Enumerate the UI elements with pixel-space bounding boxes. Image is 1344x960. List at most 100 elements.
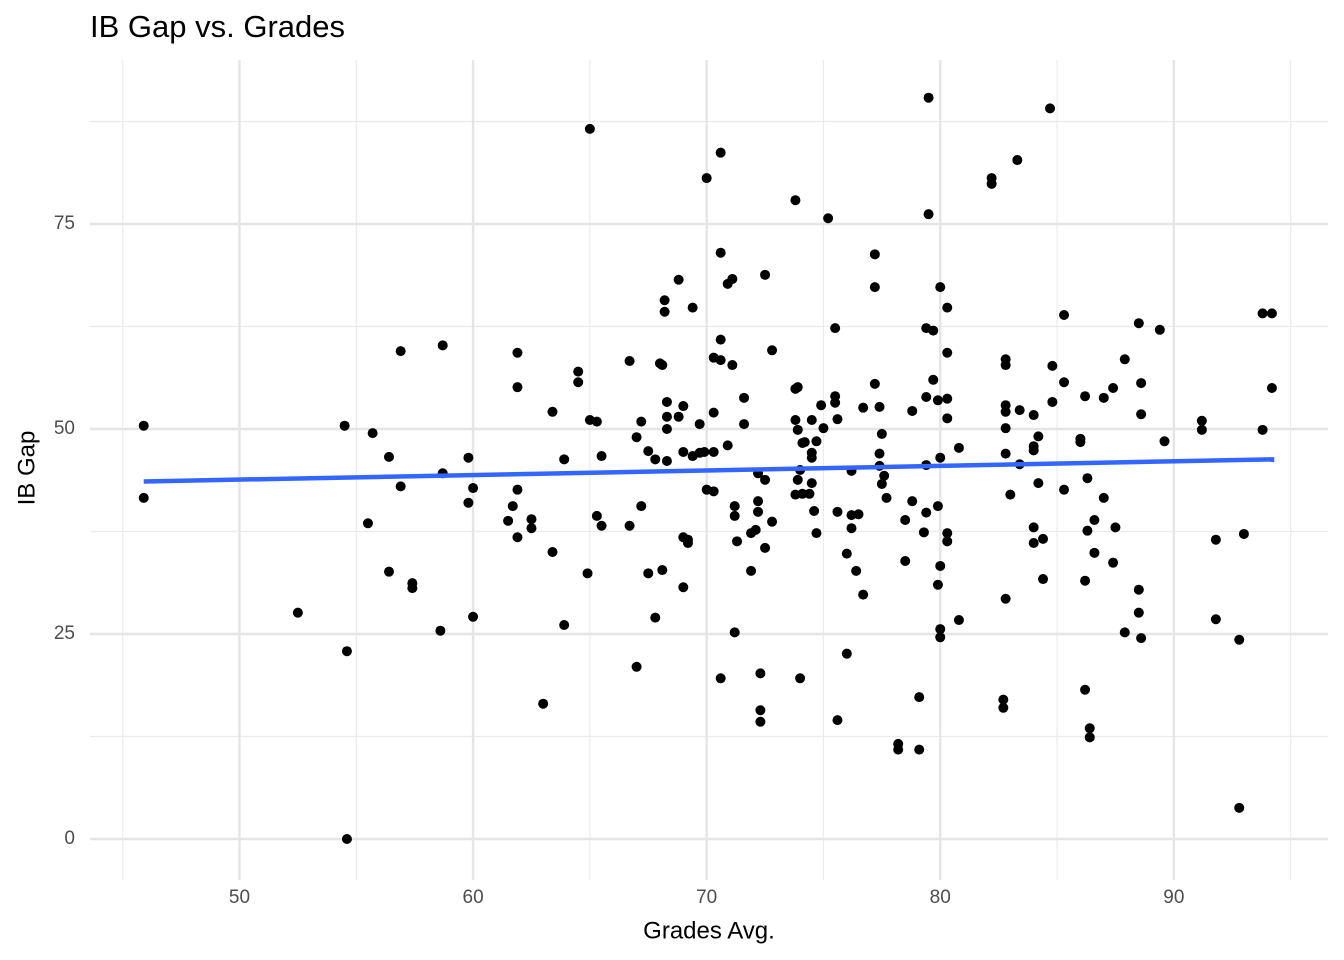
x-tick-label: 60 [463,887,484,908]
point [986,178,997,189]
point [942,347,953,358]
point [715,334,726,345]
point [907,405,918,416]
point [806,478,817,489]
point [727,360,738,371]
point [631,661,642,672]
x-tick-label: 70 [696,887,717,908]
point [673,274,684,285]
point [907,496,918,507]
x-tick-label: 50 [229,887,250,908]
point [1084,732,1095,743]
point [1080,391,1091,402]
point [797,488,808,499]
point [1108,383,1119,393]
point [755,668,766,679]
point [383,451,394,462]
point [657,360,668,371]
point [512,382,523,393]
point [790,195,801,206]
point [900,556,911,567]
point [694,419,705,430]
point [1082,473,1093,484]
point [998,694,1009,705]
point [841,648,852,659]
point [1238,528,1249,539]
point [1196,424,1207,435]
point [661,411,672,422]
point [1196,415,1207,426]
point [715,147,726,158]
point [942,528,953,539]
point [753,506,764,517]
point [512,532,523,543]
point [650,612,661,623]
point [790,414,801,425]
point [1136,409,1147,420]
point [755,705,766,716]
point [661,396,672,407]
point [678,401,689,412]
point [1210,614,1221,625]
point [942,413,953,424]
point [729,510,740,521]
point [631,432,642,443]
point [750,524,761,535]
point [468,611,479,622]
point [727,273,738,284]
point [526,514,537,525]
point [942,536,953,547]
point [1257,308,1268,319]
point [755,716,766,727]
point [914,744,925,755]
point [538,698,549,709]
trend-line [143,457,1275,484]
point [832,715,843,726]
point [661,455,672,466]
point [869,378,880,389]
point [809,506,820,516]
point [512,347,523,358]
point [512,484,523,495]
point [591,510,602,521]
point [341,834,352,844]
point [1108,557,1119,568]
point [678,582,689,593]
point [767,345,778,356]
point [932,395,943,406]
point [1000,593,1011,604]
point [1266,308,1277,319]
point [1082,525,1093,536]
point [851,565,862,576]
point [846,523,857,534]
point [818,423,829,434]
point [138,420,149,431]
point [1038,574,1049,585]
point [760,474,771,485]
point [928,374,939,385]
point [1028,445,1039,456]
point [1059,310,1070,321]
x-tick-label: 80 [930,887,951,908]
point [795,673,806,684]
point [708,407,719,418]
point [729,501,740,512]
point [792,474,803,485]
point [830,397,841,408]
point [624,355,635,366]
point [1133,607,1144,618]
point [811,528,822,539]
point [708,486,719,497]
point [921,392,932,403]
point [407,583,418,594]
point [858,402,869,413]
point [678,446,689,457]
point [935,560,946,571]
point [921,507,932,518]
point [1012,155,1023,166]
point [1089,515,1100,526]
point [1028,537,1039,548]
point [292,607,303,618]
point [1075,437,1086,448]
